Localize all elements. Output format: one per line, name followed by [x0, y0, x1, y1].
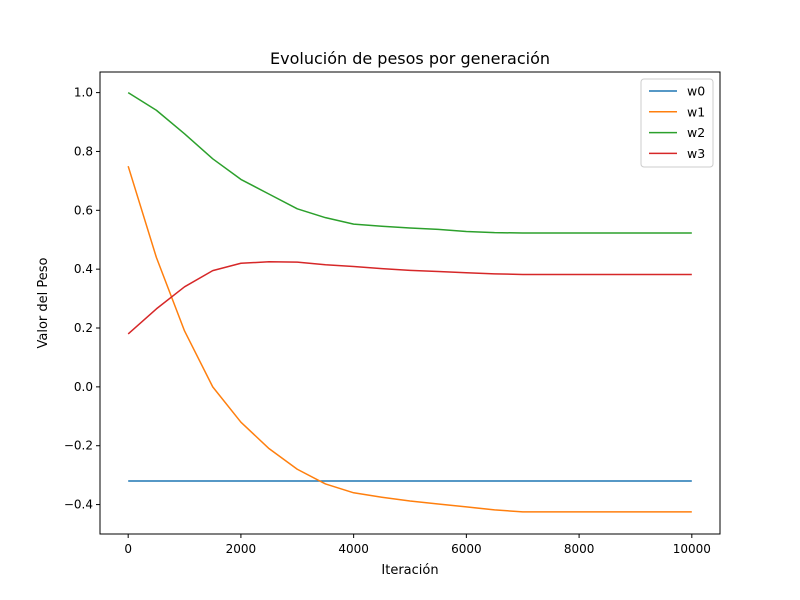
legend-label-w2: w2 — [687, 125, 705, 140]
y-tick-label: −0.4 — [64, 498, 93, 512]
x-axis-label: Iteración — [381, 563, 438, 578]
chart-title: Evolución de pesos por generación — [270, 49, 550, 68]
legend: w0 w1 w2 w3 — [640, 78, 714, 168]
y-tick-label: 0.6 — [74, 203, 93, 217]
x-tick-label: 2000 — [226, 542, 257, 556]
plot-frame — [99, 71, 721, 535]
x-tick-label: 8000 — [564, 542, 595, 556]
y-tick-label: −0.2 — [64, 439, 93, 453]
legend-box — [640, 78, 714, 168]
axis-ticks: 0 2000 4000 6000 8000 10000 −0.4 −0.2 0.0 0.2 0.4 0… — [64, 86, 711, 556]
series-line-w3 — [127, 261, 692, 335]
legend-label-w1: w1 — [687, 104, 705, 119]
x-tick-label: 6000 — [451, 542, 482, 556]
legend-label-w3: w3 — [687, 146, 705, 161]
y-tick-label: 0.8 — [74, 144, 93, 158]
y-tick-label: 1.0 — [74, 86, 93, 100]
x-tick-label: 4000 — [338, 542, 369, 556]
legend-label-w0: w0 — [687, 84, 705, 99]
series-lines — [127, 91, 692, 513]
series-line-w2 — [127, 91, 692, 234]
y-tick-label: 0.0 — [74, 380, 93, 394]
x-tick-label: 10000 — [673, 542, 711, 556]
y-tick-label: 0.4 — [74, 262, 93, 276]
y-axis-label: Valor del Peso — [36, 257, 51, 348]
y-tick-label: 0.2 — [74, 321, 93, 335]
x-tick-label: 0 — [124, 542, 132, 556]
series-line-w1 — [127, 165, 692, 513]
